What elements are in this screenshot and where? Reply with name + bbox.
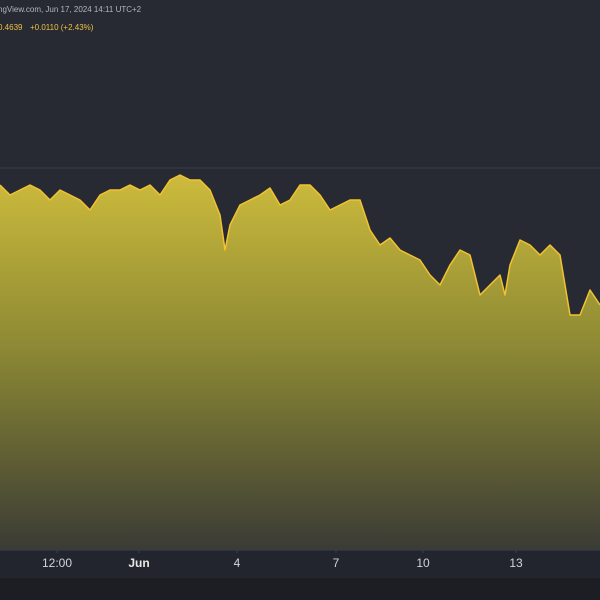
x-tick-label: 13 bbox=[509, 556, 523, 570]
x-tick-label: 7 bbox=[333, 556, 340, 570]
x-tick-label: 4 bbox=[234, 556, 241, 570]
area-fill bbox=[0, 175, 600, 550]
change-label: +0.0110 (+2.43%) bbox=[30, 23, 94, 32]
bottom-bar bbox=[0, 578, 600, 600]
price-label: 0.4639 bbox=[0, 23, 23, 32]
source-label: ngView.com, Jun 17, 2024 14:11 UTC+2 bbox=[0, 5, 142, 14]
x-tick-label: 10 bbox=[416, 556, 430, 570]
x-tick-label: Jun bbox=[128, 556, 149, 570]
x-tick-label: 12:00 bbox=[42, 556, 72, 570]
x-axis: 12:00 Jun 4 7 10 13 bbox=[42, 550, 523, 570]
price-line bbox=[0, 174, 600, 316]
x-axis-bar bbox=[0, 550, 600, 578]
plot-area bbox=[0, 174, 600, 550]
